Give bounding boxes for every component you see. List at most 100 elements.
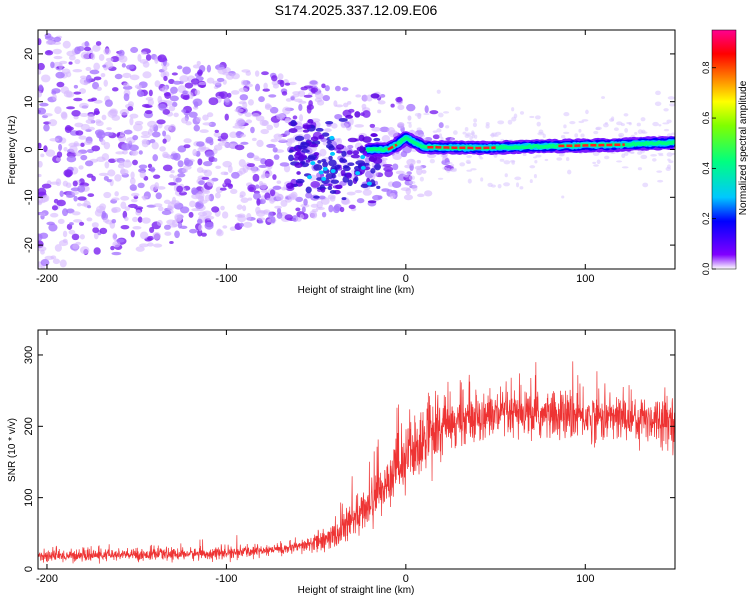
noise-blob	[271, 75, 278, 82]
noise-blob	[170, 200, 180, 205]
noise-blob	[252, 173, 260, 182]
spectrogram-ytick-label: 20	[23, 48, 35, 60]
noise-blob	[190, 78, 200, 85]
noise-blob	[111, 114, 121, 121]
noise-blob	[133, 123, 143, 132]
noise-blob	[604, 121, 608, 125]
noise-blob	[145, 97, 154, 101]
noise-blob	[188, 111, 198, 118]
noise-blob	[637, 167, 643, 171]
noise-blob	[529, 179, 533, 184]
noise-blob	[159, 87, 165, 92]
noise-blob	[156, 186, 166, 190]
noise-blob	[162, 164, 173, 172]
noise-blob	[178, 191, 188, 196]
noise-blob	[272, 185, 282, 190]
noise-blob	[613, 127, 619, 132]
noise-blob	[637, 151, 643, 155]
noise-blob	[262, 88, 270, 92]
noise-blob	[284, 130, 291, 136]
noise-blob	[429, 158, 435, 164]
noise-blob	[266, 197, 273, 201]
noise-blob	[195, 202, 202, 208]
noise-blob	[206, 112, 214, 118]
signal-blob	[338, 117, 348, 122]
noise-blob	[184, 82, 194, 89]
noise-blob	[63, 169, 74, 177]
noise-blob	[621, 153, 626, 159]
signal-blob	[288, 149, 294, 153]
noise-blob	[268, 211, 274, 219]
noise-blob	[624, 151, 629, 156]
noise-blob	[150, 166, 156, 173]
noise-blob	[264, 104, 273, 111]
noise-blob	[462, 131, 467, 135]
noise-blob	[243, 221, 253, 228]
noise-blob	[134, 120, 144, 126]
noise-blob	[88, 126, 95, 131]
noise-blob	[111, 87, 119, 92]
noise-blob	[400, 150, 408, 158]
noise-blob	[666, 152, 673, 157]
signal-blob	[321, 176, 327, 181]
noise-blob	[156, 119, 166, 125]
noise-blob	[162, 151, 169, 159]
noise-blob	[148, 89, 153, 97]
signal-blob	[359, 145, 364, 152]
noise-blob	[102, 64, 107, 68]
noise-blob	[537, 131, 545, 136]
noise-blob	[295, 207, 301, 212]
noise-blob	[104, 161, 110, 169]
colorbar-tick-label: 0.0	[701, 263, 711, 276]
noise-blob	[90, 52, 96, 61]
noise-blob	[410, 159, 415, 163]
signal-blob	[302, 124, 311, 130]
noise-blob	[450, 163, 455, 167]
spectrogram-xtick-label: 100	[576, 273, 594, 285]
noise-blob	[103, 141, 111, 150]
signal-blob	[325, 173, 334, 180]
noise-blob	[408, 180, 416, 185]
noise-blob	[534, 115, 541, 120]
colorbar-tick-label: 0.8	[701, 61, 711, 74]
noise-blob	[408, 175, 416, 181]
noise-blob	[592, 151, 600, 157]
noise-blob	[132, 159, 138, 166]
noise-blob	[98, 172, 109, 177]
noise-blob	[151, 141, 159, 150]
noise-blob	[419, 176, 424, 182]
noise-blob	[87, 98, 95, 102]
noise-blob	[197, 69, 203, 77]
noise-blob	[110, 245, 115, 251]
noise-blob	[38, 246, 47, 252]
signal-blob	[329, 190, 337, 194]
noise-blob	[533, 174, 537, 179]
signal-blob	[325, 120, 334, 125]
noise-blob	[39, 102, 49, 107]
noise-blob	[40, 258, 50, 267]
noise-blob	[667, 96, 675, 100]
noise-blob	[134, 84, 143, 89]
noise-blob	[657, 179, 664, 183]
noise-blob	[668, 160, 674, 164]
noise-blob	[593, 130, 599, 135]
noise-blob	[371, 127, 381, 132]
noise-blob	[334, 113, 343, 120]
noise-blob	[106, 127, 112, 131]
noise-blob	[204, 215, 215, 220]
noise-blob	[87, 113, 95, 121]
noise-blob	[215, 165, 222, 169]
signal-blob	[296, 171, 301, 175]
noise-blob	[114, 73, 123, 80]
noise-blob	[346, 191, 356, 196]
noise-blob	[652, 158, 657, 162]
signal-blob	[362, 136, 372, 143]
noise-blob	[44, 50, 54, 56]
noise-blob	[288, 81, 297, 86]
noise-blob	[492, 134, 499, 137]
noise-blob	[139, 170, 146, 179]
noise-blob	[161, 210, 172, 216]
noise-blob	[407, 115, 412, 121]
colorbar-label: Normalized spectral amplitude	[738, 80, 749, 215]
noise-blob	[76, 202, 82, 207]
